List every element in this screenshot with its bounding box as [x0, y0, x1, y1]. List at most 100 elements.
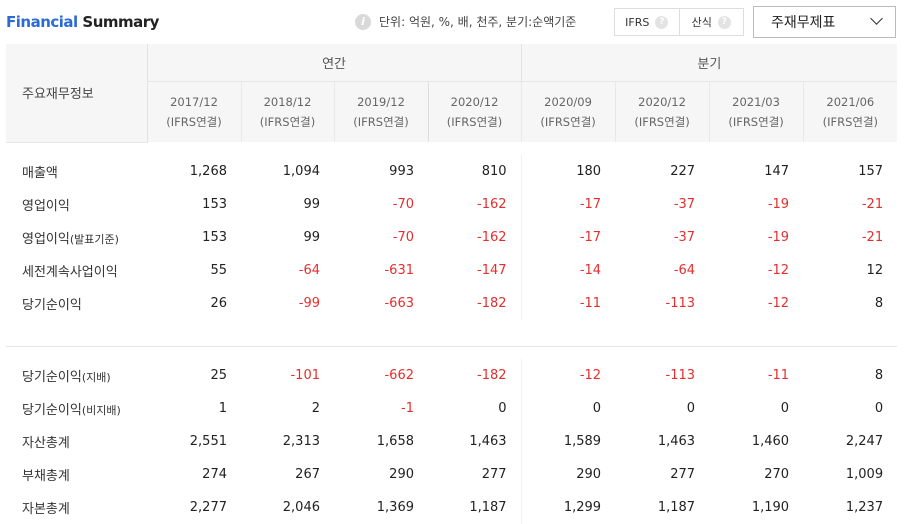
row-label-text: 자본총계 [22, 501, 70, 517]
value-cell: 274 [202, 466, 227, 482]
value-cell: -1 [401, 400, 414, 416]
value-cell: 1,460 [751, 433, 790, 449]
value-cell: -99 [298, 295, 320, 311]
period-date: 2018/12 [263, 95, 312, 109]
value-cell: -70 [392, 196, 414, 212]
row-label-sub: (지배) [81, 370, 111, 384]
table-row: 영업이익 153 99 -70 -162 -17 -37 -19 -21 [6, 187, 897, 221]
period-date: 2020/12 [638, 95, 686, 109]
value-cell: 1,237 [845, 499, 884, 515]
period-date: 2021/06 [826, 95, 875, 109]
period-date: 2019/12 [357, 95, 405, 109]
period-basis: (IFRS연결) [822, 115, 879, 129]
question-icon[interactable]: ? [655, 15, 669, 29]
statement-select-value: 주재무제표 [771, 15, 836, 31]
value-cell: 1,190 [751, 499, 790, 515]
value-cell: -37 [673, 196, 696, 212]
value-cell: 277 [670, 466, 696, 482]
period-date: 2021/03 [732, 95, 780, 109]
value-cell: 2 [311, 400, 320, 416]
value-cell: 2,046 [282, 499, 320, 515]
table-row: 자산총계 2,551 2,313 1,658 1,463 1,589 1,463 1,460 2… [6, 424, 897, 458]
period-header: 2020/09 (IFRS연결) [520, 81, 616, 142]
unit-text: 단위: 억원, %, 배, 천주, 분기:순액기준 [379, 15, 577, 29]
value-cell: -21 [861, 229, 884, 245]
table-row: 세전계속사업이익 55 -64 -631 -147 -14 -64 -12 12 [6, 253, 897, 287]
section-title: Financial Summary [6, 13, 159, 31]
value-cell: -21 [861, 196, 884, 212]
value-cell: -37 [673, 229, 696, 245]
value-cell: 1,589 [520, 424, 616, 458]
chevron-down-icon [870, 12, 883, 25]
statement-select[interactable]: 주재무제표 [753, 6, 896, 38]
value-cell: 0 [780, 400, 790, 416]
value-cell: 277 [481, 466, 507, 482]
period-basis: (IFRS연결) [166, 115, 222, 129]
value-cell: 993 [389, 163, 414, 179]
row-label-text: 매출액 [22, 165, 58, 181]
value-cell: 180 [520, 154, 616, 188]
value-cell: 1,187 [657, 499, 696, 515]
table-row: 부채총계 274 267 290 277 290 277 270 1,009 [6, 457, 897, 491]
value-cell: 1,187 [469, 499, 507, 515]
value-cell: 1,268 [189, 163, 227, 179]
value-cell: -12 [767, 295, 790, 311]
period-basis: (IFRS연결) [634, 115, 690, 129]
group-annual: 연간 [146, 44, 522, 82]
table-row: 당기순이익 26 -99 -663 -182 -11 -113 -12 8 [6, 286, 897, 320]
value-cell: 1,094 [282, 163, 320, 179]
row-label: 세전계속사업이익 [6, 254, 147, 287]
table-row: 당기순이익(비지배) 1 2 -1 0 0 0 0 0 [6, 391, 897, 425]
value-cell: -19 [767, 196, 790, 212]
row-label: 자본총계 [6, 491, 147, 524]
row-label-text: 세전계속사업이익 [22, 264, 118, 280]
value-cell: 99 [303, 229, 320, 245]
table-row: 당기순이익(지배) 25 -101 -662 -182 -12 -113 -11 8 [6, 358, 897, 392]
period-basis: (IFRS연결) [728, 115, 784, 129]
value-cell: 1,299 [520, 490, 616, 524]
value-cell: 290 [520, 457, 616, 491]
corner-label: 주요재무정보 [6, 44, 147, 143]
value-cell: 2,551 [189, 433, 227, 449]
value-cell: -17 [520, 187, 616, 221]
value-cell: -113 [665, 295, 696, 311]
basis-toggle: IFRS ? 산식 ? [614, 8, 744, 36]
value-cell: 1,009 [845, 466, 884, 482]
value-cell: 227 [670, 163, 696, 179]
period-date: 2020/12 [450, 95, 499, 109]
value-cell: -64 [673, 262, 696, 278]
question-icon[interactable]: ? [717, 15, 731, 29]
value-cell: -663 [384, 295, 414, 311]
table-row: 매출액 1,268 1,094 993 810 180 227 147 157 [6, 154, 897, 188]
info-icon[interactable]: i [355, 13, 371, 30]
value-cell: 290 [389, 466, 414, 482]
ifrs-label: IFRS [625, 15, 650, 29]
title-financial: Financial [6, 13, 78, 31]
value-cell: 153 [202, 229, 227, 245]
ifrs-option[interactable]: IFRS ? [615, 9, 679, 35]
period-date: 2017/12 [170, 95, 218, 109]
value-cell: -662 [384, 367, 414, 383]
row-label-text: 자산총계 [22, 435, 70, 451]
value-cell: 1,463 [657, 433, 696, 449]
row-label-sub: (비지배) [81, 403, 121, 417]
row-label: 부채총계 [6, 458, 147, 491]
value-cell: -162 [477, 196, 507, 212]
value-cell: -11 [767, 367, 790, 383]
value-cell: -12 [520, 358, 616, 392]
value-cell: -17 [520, 220, 616, 254]
period-basis: (IFRS연결) [353, 115, 409, 129]
row-label: 영업이익(발표기준) [6, 221, 147, 254]
formula-option[interactable]: 산식 ? [678, 9, 744, 35]
table-row: 영업이익(발표기준) 153 99 -70 -162 -17 -37 -19 -21 [6, 220, 897, 254]
row-label: 영업이익 [6, 188, 147, 221]
value-cell: 2,277 [189, 499, 227, 515]
row-label-text: 부채총계 [22, 468, 70, 484]
value-cell: 0 [520, 391, 616, 425]
period-header: 2020/12 (IFRS연결) [614, 81, 710, 142]
value-cell: 2,247 [845, 433, 884, 449]
financial-table: 주요재무정보 연간 분기 2017/12 (IFRS연결) 2018/12 (IFRS… [6, 44, 898, 524]
value-cell: 25 [210, 367, 227, 383]
value-cell: -12 [767, 262, 790, 278]
row-label-text: 영업이익 [22, 198, 70, 214]
